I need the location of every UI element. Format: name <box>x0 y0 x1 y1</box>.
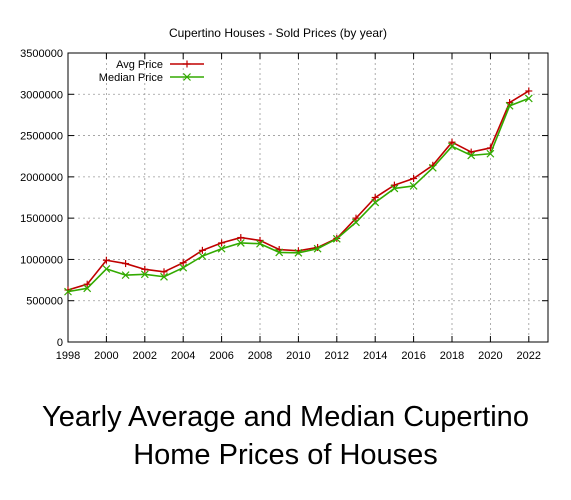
y-tick-label: 1000000 <box>20 254 63 266</box>
median-price-point <box>428 163 437 172</box>
x-tick-label: 2014 <box>363 350 387 362</box>
x-tick-label: 2006 <box>209 350 233 362</box>
median-price-point <box>371 198 380 207</box>
x-tick-label: 2004 <box>171 350 195 362</box>
chart-title: Cupertino Houses - Sold Prices (by year) <box>169 26 387 40</box>
median-price-point <box>467 151 476 160</box>
median-price-legend-marker <box>183 73 191 81</box>
median-price-point <box>294 248 303 257</box>
median-price-point <box>486 149 495 158</box>
median-price-point <box>121 271 130 280</box>
y-tick-label: 500000 <box>26 296 63 308</box>
avg-price-point <box>141 265 149 273</box>
y-tick-label: 3000000 <box>20 89 63 101</box>
y-tick-label: 0 <box>57 337 63 349</box>
avg-price-point <box>352 214 360 222</box>
median-price-point <box>352 218 360 227</box>
caption-line-1: Yearly Average and Median Cupertino <box>42 401 529 433</box>
plot-frame <box>67 52 549 343</box>
grid-layer <box>68 53 548 342</box>
x-tick-label: 2002 <box>133 350 157 362</box>
median-price-legend-label: Median Price <box>99 72 163 84</box>
avg-price-point <box>390 181 398 189</box>
x-tick-label: 2012 <box>325 350 349 362</box>
y-tick-label: 2500000 <box>20 131 63 143</box>
avg-price-legend-label: Avg Price <box>116 59 163 71</box>
avg-price-point <box>102 256 110 264</box>
caption: Yearly Average and Median Cupertino Home… <box>0 398 571 474</box>
median-price-line <box>67 97 530 293</box>
x-tick-label: 2000 <box>94 350 118 362</box>
median-price-point <box>102 265 111 273</box>
avg-price-point <box>256 236 264 244</box>
median-price-point <box>409 182 418 190</box>
x-tick-label: 2010 <box>286 350 310 362</box>
avg-price-point <box>467 148 475 156</box>
axis-layer: 0 500000 1000000 1500000 2000000 2500000 30000… <box>20 48 549 362</box>
avg-price-point <box>410 175 418 183</box>
avg-price-point <box>83 280 91 288</box>
y-tick-label: 1500000 <box>20 213 63 225</box>
median-price-point <box>505 101 514 110</box>
median-price-point <box>524 94 533 103</box>
price-chart: Cupertino Houses - Sold Prices (by year)… <box>20 26 549 362</box>
x-tick-label: 2020 <box>478 350 502 362</box>
x-tick-label: 2016 <box>401 350 425 362</box>
avg-price-point <box>179 259 187 267</box>
x-tick-label: 1998 <box>56 350 80 362</box>
median-price-point <box>256 239 264 248</box>
median-price-point <box>236 238 245 247</box>
avg-price-point <box>371 194 379 201</box>
median-price-point <box>313 244 322 253</box>
median-price-point <box>64 287 72 296</box>
x-tick-label: 2018 <box>440 350 464 362</box>
median-price-point <box>275 248 284 257</box>
x-tick-label: 2022 <box>517 350 541 362</box>
avg-price-line <box>67 90 530 291</box>
caption-line-2: Home Prices of Houses <box>133 439 438 471</box>
avg-price-point <box>122 260 130 268</box>
avg-price-point <box>198 246 206 254</box>
median-price-point <box>198 252 207 261</box>
median-price-point <box>332 234 341 243</box>
chart-svg: Cupertino Houses - Sold Prices (by year)… <box>20 26 549 362</box>
avg-price-point <box>237 234 245 242</box>
median-price-point <box>140 270 149 279</box>
median-price-point <box>217 244 226 253</box>
median-price-point <box>390 184 399 193</box>
avg-price-point <box>160 268 168 276</box>
x-tick-label: 2008 <box>248 350 272 362</box>
y-tick-label: 3500000 <box>20 48 63 60</box>
series-layer <box>64 87 533 296</box>
avg-price-point <box>506 99 514 107</box>
avg-price-point <box>448 138 456 146</box>
median-price-point <box>448 142 456 151</box>
avg-price-point <box>525 87 533 95</box>
avg-price-point <box>218 239 226 247</box>
avg-price-legend-marker <box>183 60 191 68</box>
median-price-point <box>83 284 92 293</box>
median-price-point <box>179 263 188 272</box>
median-price-point <box>160 272 168 281</box>
y-tick-label: 2000000 <box>20 172 63 184</box>
